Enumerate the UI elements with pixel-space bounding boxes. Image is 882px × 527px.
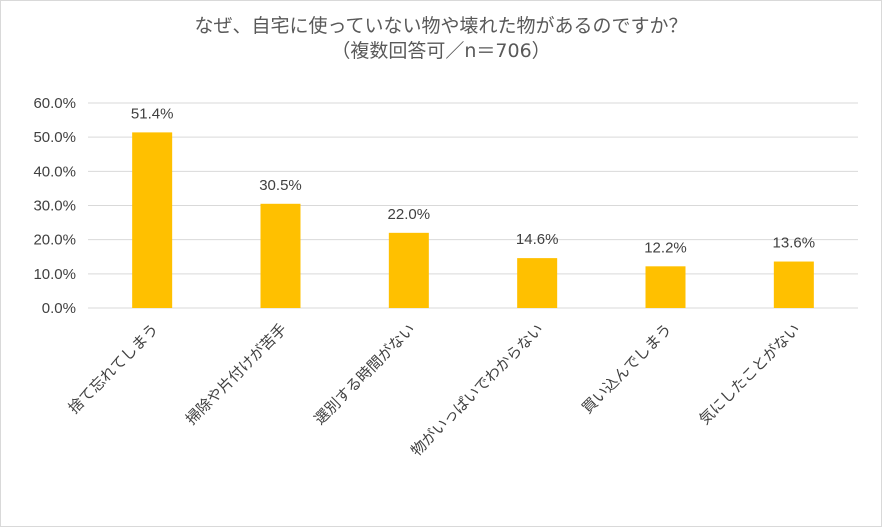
bar: [645, 266, 686, 308]
y-axis-ticks: 0.0% 10.0% 20.0% 30.0% 40.0% 50.0% 60.0%: [33, 95, 76, 317]
data-label: 12.2%: [644, 239, 687, 256]
bar: [388, 232, 429, 308]
bar: [773, 261, 814, 308]
y-tick-label: 10.0%: [33, 266, 76, 283]
category-label: 選別する時間がない: [310, 320, 418, 428]
y-tick-label: 0.0%: [42, 300, 76, 317]
category-label: 買い込んでしまう: [578, 320, 675, 417]
y-tick-label: 30.0%: [33, 198, 76, 215]
y-tick-label: 60.0%: [33, 95, 76, 112]
chart-title-line: なぜ、自宅に使っていない物や壊れた物があるのですか？: [194, 15, 688, 37]
data-label: 51.4%: [131, 105, 174, 122]
chart-title: なぜ、自宅に使っていない物や壊れた物があるのですか？ （複数回答可／n＝706）: [0, 14, 882, 64]
category-label: 気にしたことがない: [695, 320, 803, 428]
y-tick-label: 20.0%: [33, 232, 76, 249]
chart-subtitle-line: （複数回答可／n＝706）: [331, 40, 551, 62]
bar: [517, 258, 558, 308]
data-label: 13.6%: [773, 235, 816, 252]
bar: [132, 132, 173, 308]
category-label: 掃除や片付けが苦手: [182, 320, 290, 428]
data-labels: 51.4% 30.5% 22.0% 14.6% 12.2% 13.6%: [131, 105, 815, 256]
bars: [132, 132, 814, 308]
y-tick-label: 40.0%: [33, 163, 76, 180]
data-label: 22.0%: [388, 206, 431, 223]
category-label: 物がいっぱいでわからない: [407, 320, 547, 460]
data-label: 30.5%: [259, 177, 302, 194]
gridlines: [88, 102, 858, 309]
data-label: 14.6%: [516, 231, 559, 248]
bar: [260, 203, 301, 308]
category-label: 捨て忘れてしまう: [65, 320, 162, 417]
y-tick-label: 50.0%: [33, 129, 76, 146]
